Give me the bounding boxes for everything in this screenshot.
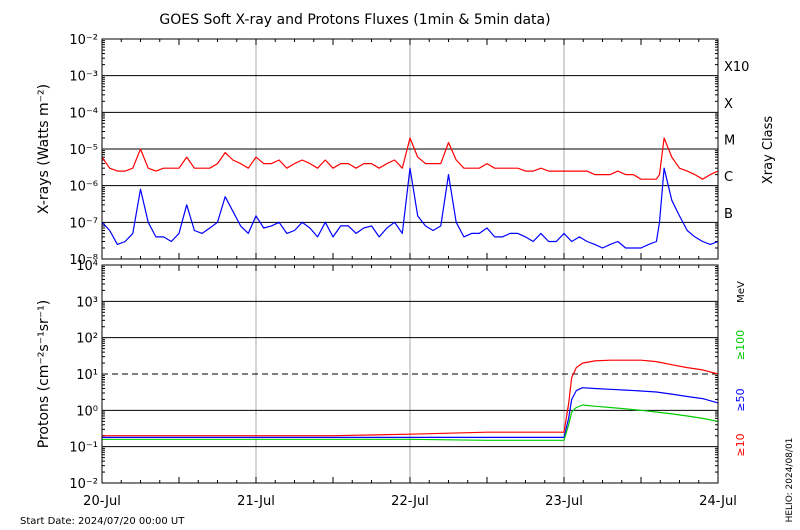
xray-panel: 10⁻⁸ 10⁻⁷ 10⁻⁶ 10⁻⁵ 10⁻⁴ 10⁻³ 10⁻² X-rays (Watt… [36, 33, 776, 268]
y-tick-label: 10⁴ [76, 259, 98, 274]
y-tick-label: 10² [76, 332, 98, 347]
chart-title: GOES Soft X-ray and Protons Fluxes (1min… [159, 12, 550, 28]
series-line-xray-short [101, 167, 719, 249]
y-tick-label: 10³ [76, 295, 98, 310]
start-date: Start Date: 2024/07/20 00:00 UT [20, 516, 185, 527]
xray-class-label: B [724, 207, 733, 222]
xray-class-label: X10 [724, 60, 749, 75]
x-tick-label: 24-Jul [699, 494, 737, 509]
xray-class-label: M [724, 134, 735, 149]
y-tick-label: 10⁻⁴ [69, 106, 98, 121]
xray-class-title: Xray Class [761, 116, 776, 184]
y-axis-title: X-rays (Watts m⁻²) [36, 84, 52, 214]
panel-frame [101, 264, 719, 484]
y-tick-label: 10⁻⁸ [69, 253, 98, 268]
legend-channel-label: ≥50 [734, 388, 747, 411]
xray-class-label: C [724, 170, 733, 185]
x-tick-label: 20-Jul [83, 494, 121, 509]
y-tick-label: 10⁻⁶ [69, 180, 98, 195]
y-tick-label: 10⁻⁵ [69, 143, 98, 158]
y-tick-label: 10¹ [76, 368, 98, 383]
legend-channel-label: ≥100 [734, 330, 747, 360]
y-tick-label: 10⁻⁷ [69, 216, 98, 231]
series-line-xray-long [101, 137, 719, 180]
proton-panel: 10⁻² 10⁻¹ 10⁰ 10¹ 10² 10³ 10⁴ Protons (cm⁻²s⁻¹s… [36, 259, 747, 509]
series-line-p0 [102, 359, 719, 437]
y-tick-label: 10⁻² [69, 477, 98, 492]
y-tick-label: 10⁻² [69, 33, 98, 48]
y-tick-label: 10⁻¹ [69, 441, 98, 456]
x-tick-label: 23-Jul [545, 494, 583, 509]
series-line-p2 [102, 404, 719, 441]
y-tick-label: 10⁰ [76, 404, 98, 419]
y-axis-title: Protons (cm⁻²s⁻¹sr⁻¹) [36, 300, 52, 449]
panel-frame [101, 38, 719, 260]
legend-channel-label: ≥10 [734, 433, 747, 456]
x-tick-label: 22-Jul [391, 494, 429, 509]
x-tick-label: 21-Jul [237, 494, 275, 509]
xray-class-label: X [724, 97, 733, 112]
y-tick-label: 10⁻³ [69, 70, 98, 85]
series-line-p1 [102, 387, 719, 438]
credit-label: HELIO: 2024/08/01 [785, 438, 795, 523]
mev-unit-label: MeV [736, 281, 747, 303]
